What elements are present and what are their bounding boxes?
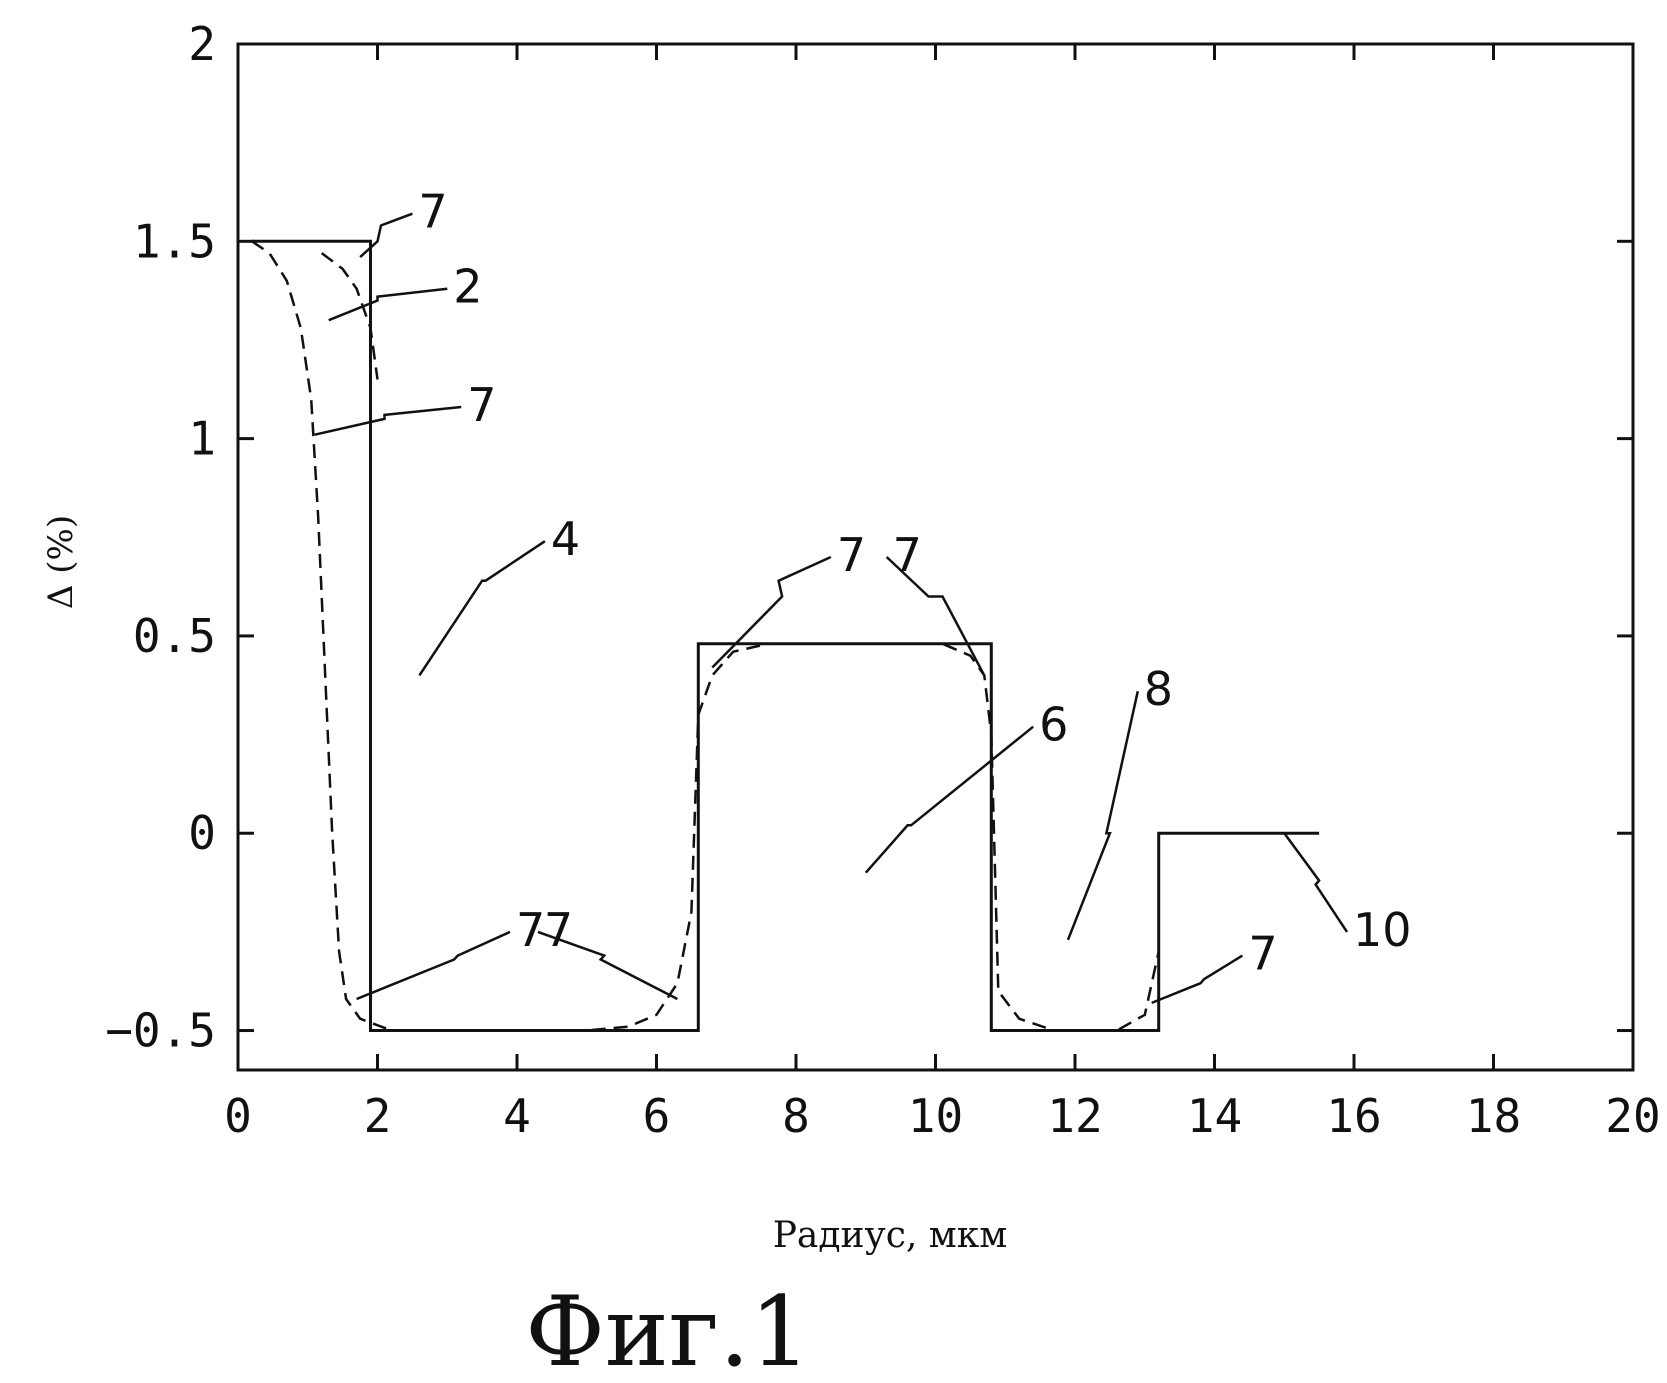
callout-leader [1068,691,1138,940]
callout-leader [1152,956,1243,1003]
callout-label: 7 [467,378,496,432]
x-tick-label: 16 [1326,1089,1381,1143]
x-tick-label: 10 [908,1089,963,1143]
callout-label: 7 [893,528,922,582]
y-tick-label: 2 [188,17,216,71]
callout-leader [1284,833,1347,932]
callout-leader [357,932,510,999]
callout-label: 7 [837,528,866,582]
x-tick-label: 20 [1605,1089,1660,1143]
y-tick-label: 1.5 [133,214,216,268]
x-tick-label: 6 [643,1089,671,1143]
callout-label: 8 [1144,662,1173,716]
y-axis-label: Δ (%) [41,515,81,609]
y-tick-label: 1 [188,412,216,466]
x-tick-label: 2 [364,1089,392,1143]
x-tick-label: 8 [782,1089,810,1143]
axis-ticks: 02468101214161820−0.500.511.52 [105,17,1660,1143]
series-group [252,241,1319,1030]
x-tick-label: 18 [1466,1089,1521,1143]
x-tick-label: 4 [503,1089,531,1143]
x-axis-label: Радиус, мкм [773,1215,1008,1256]
annotations-group: 7274776877710 [315,185,1412,1003]
callout-leader [419,541,545,675]
callout-label: 2 [453,260,482,314]
callout-leader [315,407,462,435]
callout-label: 10 [1353,903,1412,957]
callout-label: 7 [418,185,447,239]
callout-leader [866,727,1033,873]
callout-leader [712,557,831,668]
y-tick-label: 0 [188,806,216,860]
callout-label: 4 [551,512,580,566]
figure-caption: Фиг.1 [525,1276,811,1383]
callout-leader [360,214,412,257]
x-tick-label: 0 [224,1089,252,1143]
callout-label: 7 [544,903,573,957]
callout-label: 6 [1039,698,1068,752]
profile-line-dashed [252,241,1159,1030]
y-tick-label: 0.5 [133,609,216,663]
profile-line-solid [252,241,1319,1030]
callout-leader [329,289,448,321]
x-tick-label: 14 [1187,1089,1242,1143]
callout-label: 7 [516,903,545,957]
callout-label: 7 [1248,927,1277,981]
y-tick-label: −0.5 [105,1004,216,1058]
x-tick-label: 12 [1047,1089,1102,1143]
